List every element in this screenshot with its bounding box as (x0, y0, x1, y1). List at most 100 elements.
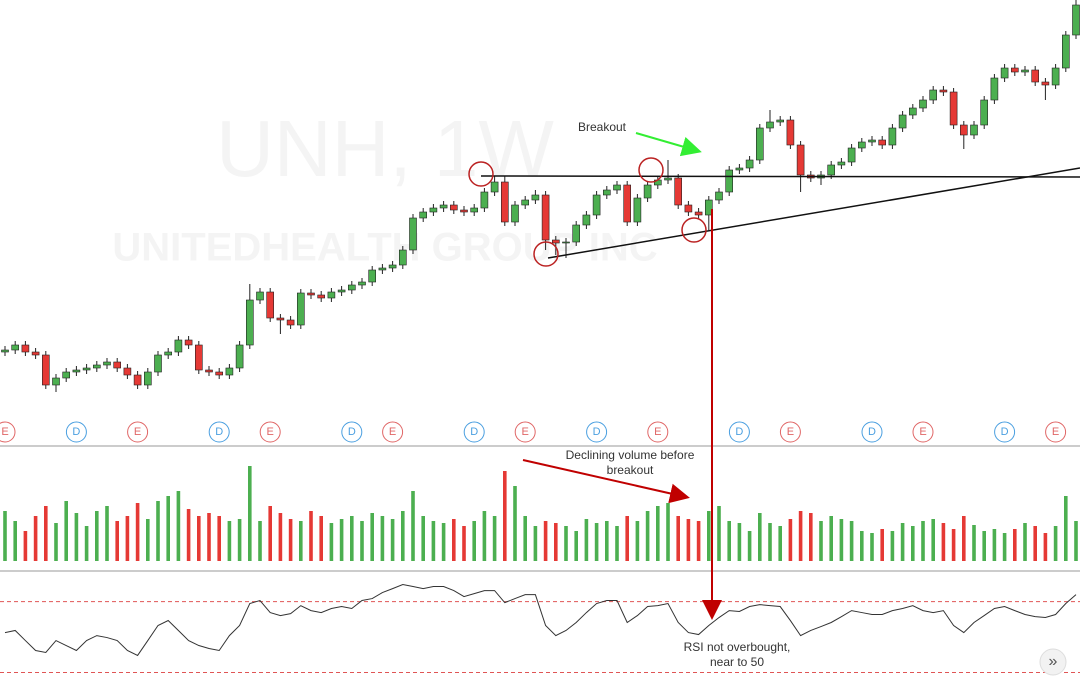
candle-body (215, 371, 223, 376)
volume-bar (605, 521, 609, 561)
candle-body (970, 124, 978, 136)
volume-bar (727, 521, 731, 561)
candle-body (358, 281, 366, 286)
candle-body (398, 249, 407, 266)
volume-bar (258, 521, 262, 561)
volume-bar (717, 506, 721, 561)
candle-body (868, 139, 876, 143)
volume-bar (574, 531, 578, 561)
volume-bar (135, 503, 140, 561)
candle-body (184, 339, 193, 346)
volume-bar (707, 511, 711, 561)
candle-body (205, 369, 213, 373)
highlight-circle (468, 161, 494, 187)
candle-body (123, 367, 132, 376)
event-label: E (1052, 426, 1059, 438)
candle-body (908, 107, 917, 116)
volume-bar (248, 466, 252, 561)
volume-bar (860, 531, 864, 561)
volume-bar (1002, 533, 1007, 561)
candle-body (490, 181, 499, 193)
candle-body (766, 121, 774, 129)
event-label: D (470, 426, 478, 438)
event-label: E (389, 426, 396, 438)
candle-body (378, 267, 387, 271)
scroll-button-label[interactable]: » (1049, 653, 1058, 670)
volume-bar (564, 526, 568, 561)
event-marker (994, 421, 1016, 443)
volume-bar (186, 509, 191, 561)
volume-bar (768, 523, 772, 561)
candle-body (470, 207, 479, 213)
volume-bar (829, 516, 833, 561)
event-label: E (134, 426, 141, 438)
candle-body (409, 217, 417, 251)
volume-bar (237, 519, 242, 561)
scroll-button[interactable] (1039, 648, 1067, 676)
volume-bar (962, 516, 966, 561)
event-marker (208, 421, 230, 443)
candle-body (419, 211, 428, 219)
event-marker (382, 421, 404, 443)
candle-body (623, 184, 632, 223)
event-label: D (735, 426, 743, 438)
candle-body (602, 189, 611, 196)
event-label: D (868, 426, 876, 438)
candle-body (327, 291, 336, 299)
volume-bar (666, 503, 670, 561)
candle-body (307, 292, 315, 296)
candle-body (337, 289, 346, 293)
candle-body (225, 367, 234, 376)
event-marker (586, 421, 608, 443)
candle-body (572, 224, 581, 243)
volume-bar (921, 521, 925, 561)
annotation: Declining volume before (566, 448, 695, 462)
candle-body (980, 99, 989, 126)
candle-body (1041, 81, 1050, 86)
candle-body (103, 361, 111, 366)
event-label: D (72, 426, 80, 438)
candle-body (52, 377, 60, 386)
candle-body (786, 119, 795, 146)
volume-bar (1023, 523, 1027, 561)
annotation: near to 50 (710, 655, 764, 669)
volume-bar (992, 529, 997, 561)
volume-bar (33, 516, 38, 561)
arrow (522, 459, 690, 504)
volume-bar (411, 491, 415, 561)
candle-body (286, 319, 295, 326)
event-label: D (215, 426, 223, 438)
annotation: RSI not overbought, (684, 640, 791, 654)
candle-body (796, 144, 805, 176)
volume-bar (329, 523, 334, 561)
candle-body (878, 139, 887, 146)
candle-body (11, 344, 19, 351)
candle-body (429, 207, 438, 213)
volume-bar (809, 513, 813, 561)
candle-body (388, 264, 397, 269)
volume-bar (146, 519, 150, 561)
candle-body (521, 199, 530, 206)
volume-bar (1033, 526, 1037, 561)
highlight-circle (681, 217, 707, 243)
candle-body (888, 127, 897, 146)
volume-bar (1013, 529, 1017, 561)
candle-body (31, 351, 40, 356)
candle-body (633, 197, 642, 223)
volume-bar (207, 513, 211, 561)
volume-bar (288, 519, 293, 561)
candle-body (72, 369, 81, 373)
event-marker (779, 421, 801, 443)
volume-bar (176, 491, 181, 561)
event-marker (728, 421, 750, 443)
candle-body (500, 181, 509, 223)
candle-body (1010, 67, 1019, 73)
event-marker (341, 421, 363, 443)
candle-body (266, 291, 275, 319)
volume-bar (319, 516, 323, 561)
candle-body (592, 194, 601, 216)
volume-bar (798, 511, 803, 561)
volume-bar (951, 529, 956, 561)
candle-body (317, 294, 326, 299)
